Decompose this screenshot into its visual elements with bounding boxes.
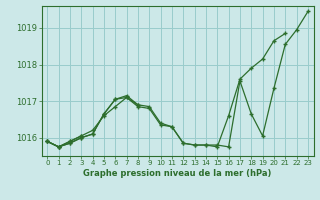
X-axis label: Graphe pression niveau de la mer (hPa): Graphe pression niveau de la mer (hPa) [84, 169, 272, 178]
